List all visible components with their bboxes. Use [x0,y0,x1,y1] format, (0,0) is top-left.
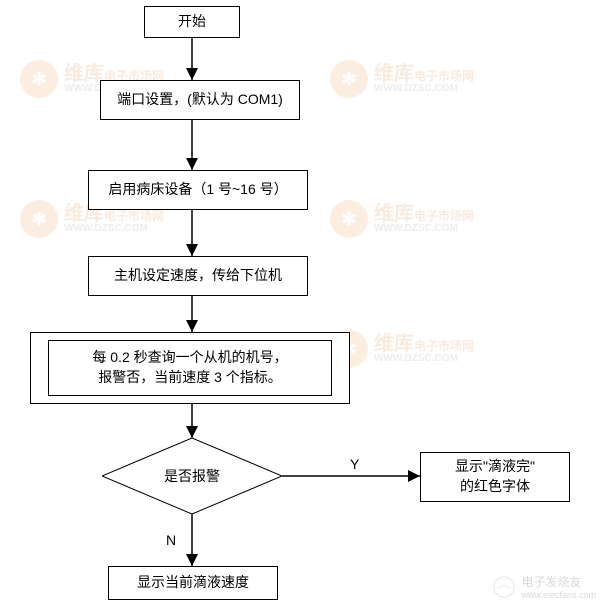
node-label: 端口设置，(默认为 COM1) [117,90,283,110]
branch-label-yes: Y [350,456,359,472]
flow-node-show-speed: 显示当前滴液速度 [108,566,278,600]
node-label: 主机设定速度，传给下位机 [114,266,282,286]
branch-label-no: N [166,532,176,548]
node-label: 启用病床设备（1 号~16 号） [108,180,287,200]
watermark: ✻ 维库电子市场网WWW.DZSC.COM [330,330,474,368]
node-label: 显示"滴液完" 的红色字体 [455,457,535,496]
flow-node-alarm: 显示"滴液完" 的红色字体 [420,452,570,502]
node-label: 每 0.2 秒查询一个从机的机号， 报警否，当前速度 3 个指标。 [92,348,287,387]
node-label: 开始 [178,12,206,32]
flow-edges [0,0,616,608]
flow-node-enable: 启用病床设备（1 号~16 号） [88,170,308,210]
flow-node-decision [102,438,282,514]
footer-watermark: 电子发烧友 www.elecfans.com [493,573,596,600]
flow-node-host-speed: 主机设定速度，传给下位机 [88,256,308,296]
flow-node-port: 端口设置，(默认为 COM1) [100,80,300,120]
watermark: ✻ 维库电子市场网WWW.DZSC.COM [330,60,474,98]
flow-node-poll: 每 0.2 秒查询一个从机的机号， 报警否，当前速度 3 个指标。 [48,340,332,396]
flow-node-start: 开始 [144,6,240,38]
watermark: ✻ 维库电子市场网WWW.DZSC.COM [330,200,474,238]
node-label: 显示当前滴液速度 [137,573,249,593]
